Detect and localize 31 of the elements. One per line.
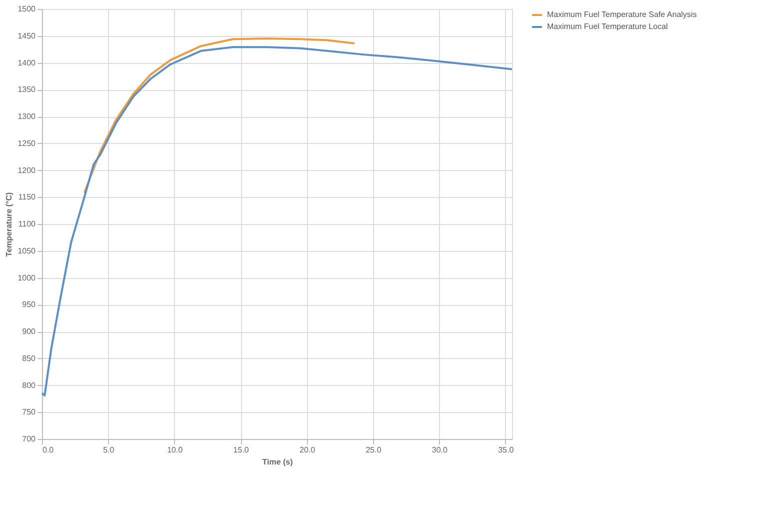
x-tick-label: 35.0 [498, 446, 514, 454]
x-tick-label: 0.0 [42, 446, 54, 454]
legend-label: Maximum Fuel Temperature Local [547, 22, 668, 31]
y-tick-label: 1000 [18, 273, 36, 282]
x-tick-label: 20.0 [300, 446, 316, 454]
x-tick-label: 5.0 [103, 446, 115, 454]
y-tick-label: 750 [22, 408, 36, 417]
y-tick-label: 1300 [18, 112, 36, 121]
y-tick-label: 900 [22, 327, 36, 336]
y-tick-label: 1200 [18, 166, 36, 175]
y-axis-title: Temperature (°C) [4, 192, 14, 257]
line-series [83, 38, 356, 194]
line-series [41, 46, 513, 396]
y-tick-label: 1350 [18, 85, 36, 94]
y-tick-label: 850 [22, 354, 36, 363]
y-tick-label: 950 [22, 300, 36, 310]
y-tick-label: 1450 [18, 31, 36, 40]
x-tick-label: 10.0 [167, 446, 184, 454]
y-tick-label: 1500 [18, 4, 36, 14]
x-tick-label: 25.0 [366, 446, 382, 454]
x-tick-label: 15.0 [233, 446, 250, 454]
legend-label: Maximum Fuel Temperature Safe Analysis [547, 10, 697, 19]
y-tick-label: 800 [22, 380, 36, 390]
y-tick-label: 1050 [18, 246, 36, 256]
y-tick-label: 700 [22, 434, 36, 444]
y-tick-label: 1250 [18, 138, 36, 148]
y-tick-label: 1100 [18, 220, 36, 228]
y-tick-label: 1150 [18, 192, 36, 202]
y-tick-label: 1400 [18, 58, 36, 68]
x-tick-label: 30.0 [432, 446, 448, 454]
x-axis-title: Time (s) [262, 458, 294, 466]
